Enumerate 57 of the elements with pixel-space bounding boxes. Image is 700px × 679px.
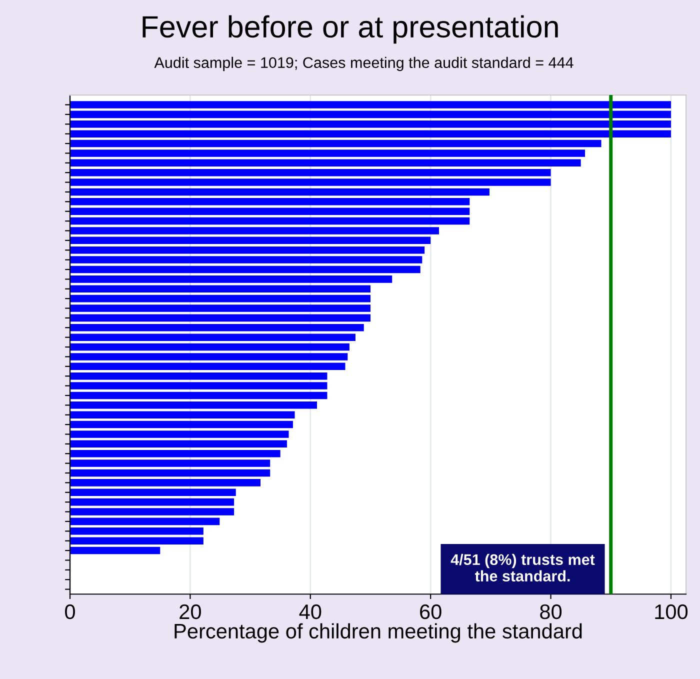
bar [70, 188, 490, 196]
bar [70, 420, 293, 428]
bar [70, 469, 270, 477]
annotation: 4/51 (8%) trusts met the standard. [450, 554, 595, 582]
bar [70, 285, 370, 293]
x-tick-label: 60 [420, 604, 442, 620]
x-tick-label: 40 [299, 604, 322, 620]
bar [70, 343, 350, 351]
bar [70, 353, 348, 360]
bar [70, 460, 270, 467]
bar [70, 110, 671, 118]
bar [70, 294, 370, 302]
bar [70, 479, 261, 486]
bar [70, 236, 431, 244]
bar [70, 382, 328, 390]
bar [70, 150, 586, 157]
x-tick-label: 20 [180, 604, 201, 620]
x-tick-label: 100 [655, 604, 688, 620]
bar [70, 372, 328, 380]
x-tick-label: 80 [540, 604, 562, 620]
bar [70, 528, 204, 535]
bar [70, 450, 280, 458]
bar [70, 402, 317, 409]
bar [70, 159, 581, 167]
bar [70, 168, 551, 176]
bar [70, 256, 422, 264]
bar [70, 101, 671, 108]
bar [70, 140, 602, 148]
bar [70, 411, 295, 418]
bar [70, 276, 392, 283]
bar [70, 246, 425, 254]
bar [70, 198, 470, 206]
bar [70, 362, 346, 370]
bar [70, 178, 551, 186]
bar [70, 304, 370, 312]
bar [70, 537, 204, 544]
bar [70, 227, 439, 234]
bar [70, 334, 356, 341]
bar [70, 130, 671, 138]
bar [70, 440, 287, 448]
bar [70, 217, 470, 225]
bar [70, 546, 160, 554]
x-tick-label: 0 [65, 604, 75, 620]
bar [70, 120, 671, 128]
bar [70, 392, 328, 400]
chart-subtitle: Audit sample = 1019; Cases meeting the audit standard = 444 [154, 56, 574, 72]
x-axis-title: Percentage of children meeting the standard [174, 623, 582, 643]
chart-title: Fever before or at presentation [142, 15, 558, 44]
bar [70, 430, 289, 438]
bar [70, 208, 470, 215]
bar [70, 498, 234, 506]
bar [70, 314, 370, 322]
bar [70, 324, 364, 332]
bar [70, 488, 236, 496]
bar [70, 266, 420, 274]
bar [70, 518, 220, 526]
bar [70, 508, 234, 516]
